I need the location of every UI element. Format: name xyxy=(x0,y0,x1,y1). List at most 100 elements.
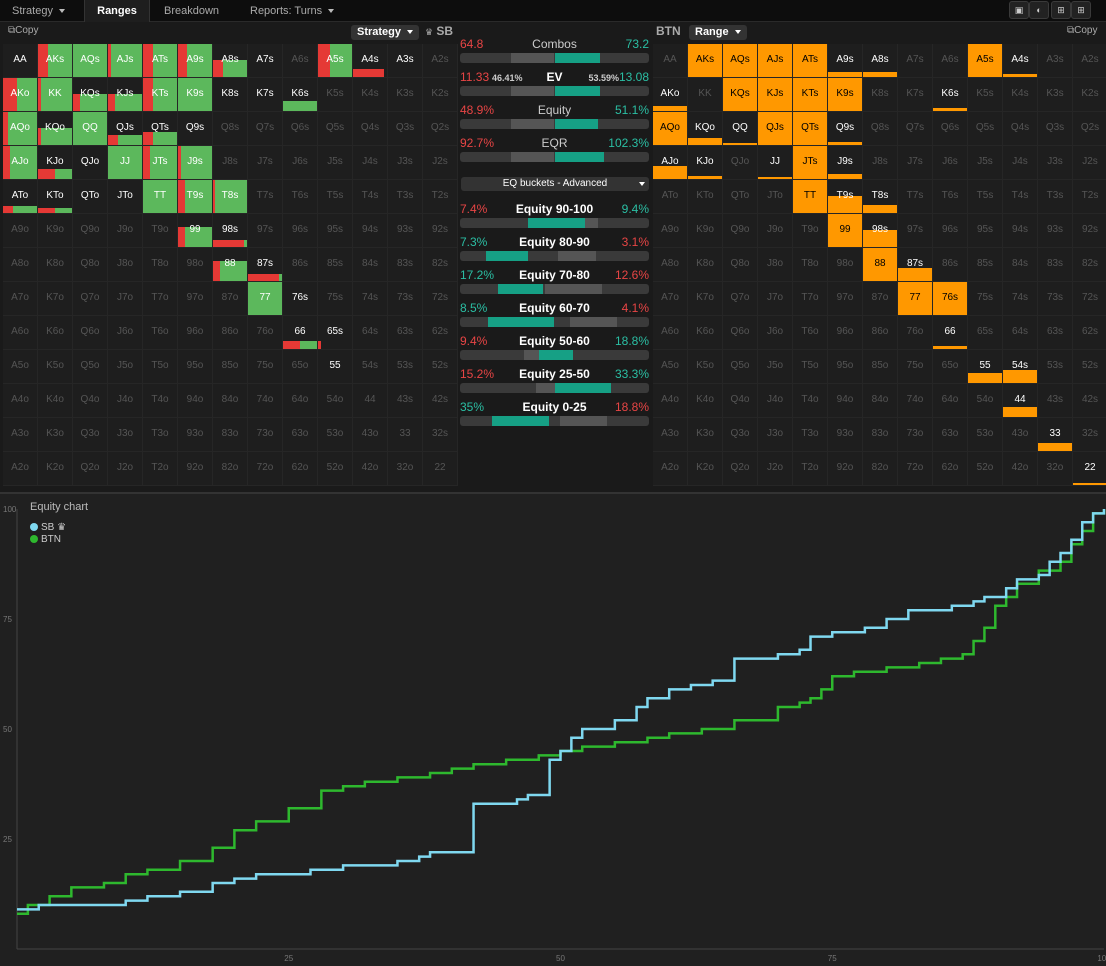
hand-cell[interactable]: 64o xyxy=(283,384,318,418)
hand-cell[interactable]: AQs xyxy=(73,44,108,78)
hand-cell[interactable]: 93o xyxy=(178,418,213,452)
hand-cell[interactable]: K5s xyxy=(968,78,1003,112)
hand-cell[interactable]: T7o xyxy=(143,282,178,316)
hand-cell[interactable]: 55 xyxy=(318,350,353,384)
hand-cell[interactable]: 87o xyxy=(863,282,898,316)
hand-cell[interactable]: 72o xyxy=(248,452,283,486)
hand-cell[interactable]: 53o xyxy=(318,418,353,452)
hand-cell[interactable]: 98o xyxy=(828,248,863,282)
hand-cell[interactable]: J3s xyxy=(1038,146,1073,180)
hand-cell[interactable]: AKs xyxy=(688,44,723,78)
hand-cell[interactable]: K2s xyxy=(423,78,458,112)
hand-cell[interactable]: AKo xyxy=(3,78,38,112)
hand-cell[interactable]: T9o xyxy=(793,214,828,248)
hand-cell[interactable]: J6o xyxy=(758,316,793,350)
tab-strategy[interactable]: Strategy xyxy=(12,0,82,22)
hand-cell[interactable]: 74s xyxy=(353,282,388,316)
hand-cell[interactable]: Q5s xyxy=(968,112,1003,146)
hand-cell[interactable]: Q7o xyxy=(73,282,108,316)
hand-cell[interactable]: 43s xyxy=(1038,384,1073,418)
hand-cell[interactable]: 73s xyxy=(388,282,423,316)
hand-cell[interactable]: 77 xyxy=(898,282,933,316)
hand-cell[interactable]: 87o xyxy=(213,282,248,316)
hand-cell[interactable]: AKs xyxy=(38,44,73,78)
hand-cell[interactable]: Q2s xyxy=(423,112,458,146)
hand-cell[interactable]: 64s xyxy=(353,316,388,350)
hand-cell[interactable]: K8s xyxy=(863,78,898,112)
hand-cell[interactable]: 66 xyxy=(933,316,968,350)
hand-cell[interactable]: 75s xyxy=(968,282,1003,316)
hand-cell[interactable]: J5o xyxy=(108,350,143,384)
hand-cell[interactable]: K3o xyxy=(38,418,73,452)
hand-cell[interactable]: QTo xyxy=(723,180,758,214)
hand-cell[interactable]: K6s xyxy=(283,78,318,112)
hand-cell[interactable]: Q5o xyxy=(723,350,758,384)
hand-cell[interactable]: AJo xyxy=(653,146,688,180)
hand-cell[interactable]: 63s xyxy=(388,316,423,350)
hand-cell[interactable]: KJs xyxy=(758,78,793,112)
hand-cell[interactable]: A7s xyxy=(248,44,283,78)
hand-cell[interactable]: QJo xyxy=(723,146,758,180)
hand-cell[interactable]: 96s xyxy=(933,214,968,248)
hand-cell[interactable]: 54s xyxy=(353,350,388,384)
hand-cell[interactable]: Q5o xyxy=(73,350,108,384)
hand-cell[interactable]: 97o xyxy=(178,282,213,316)
hand-cell[interactable]: 32s xyxy=(1073,418,1106,452)
hand-cell[interactable]: A8o xyxy=(3,248,38,282)
hand-cell[interactable]: KQs xyxy=(73,78,108,112)
hand-cell[interactable]: Q3s xyxy=(1038,112,1073,146)
hand-cell[interactable]: 63o xyxy=(283,418,318,452)
hand-cell[interactable]: Q7s xyxy=(248,112,283,146)
hand-cell[interactable]: K3s xyxy=(388,78,423,112)
hand-cell[interactable]: A8s xyxy=(213,44,248,78)
hand-cell[interactable]: 74s xyxy=(1003,282,1038,316)
hand-cell[interactable]: 99 xyxy=(178,214,213,248)
hand-cell[interactable]: T7s xyxy=(898,180,933,214)
hand-cell[interactable]: K4o xyxy=(688,384,723,418)
hand-cell[interactable]: 83o xyxy=(213,418,248,452)
hand-cell[interactable]: 87s xyxy=(248,248,283,282)
hand-cell[interactable]: T5s xyxy=(318,180,353,214)
hand-cell[interactable]: 97s xyxy=(898,214,933,248)
hand-cell[interactable]: J3s xyxy=(388,146,423,180)
hand-cell[interactable]: 95s xyxy=(318,214,353,248)
hand-cell[interactable]: K9s xyxy=(178,78,213,112)
hand-cell[interactable]: 52s xyxy=(1073,350,1106,384)
hand-cell[interactable]: 32s xyxy=(423,418,458,452)
hand-cell[interactable]: KK xyxy=(38,78,73,112)
hand-cell[interactable]: AQo xyxy=(3,112,38,146)
hand-cell[interactable]: 72s xyxy=(423,282,458,316)
hand-cell[interactable]: T5o xyxy=(793,350,828,384)
hand-cell[interactable]: K3o xyxy=(688,418,723,452)
hand-cell[interactable]: QJo xyxy=(73,146,108,180)
hand-cell[interactable]: JJ xyxy=(108,146,143,180)
tab-reports-turns[interactable]: Reports: Turns xyxy=(250,0,346,22)
hand-cell[interactable]: K7o xyxy=(688,282,723,316)
hand-cell[interactable]: AQs xyxy=(723,44,758,78)
hand-cell[interactable]: T7s xyxy=(248,180,283,214)
hand-cell[interactable]: 75s xyxy=(318,282,353,316)
hand-cell[interactable]: 76s xyxy=(933,282,968,316)
hand-cell[interactable]: 73o xyxy=(248,418,283,452)
hand-cell[interactable]: T6s xyxy=(283,180,318,214)
hand-cell[interactable]: AJs xyxy=(108,44,143,78)
hand-cell[interactable]: 82o xyxy=(213,452,248,486)
hand-cell[interactable]: Q6s xyxy=(933,112,968,146)
hand-cell[interactable]: 62o xyxy=(933,452,968,486)
hand-cell[interactable]: 53s xyxy=(1038,350,1073,384)
hand-cell[interactable]: 62s xyxy=(423,316,458,350)
hand-cell[interactable]: 85o xyxy=(863,350,898,384)
hand-cell[interactable]: QQ xyxy=(73,112,108,146)
hand-cell[interactable]: A6s xyxy=(283,44,318,78)
hand-cell[interactable]: J5s xyxy=(318,146,353,180)
hand-cell[interactable]: J6s xyxy=(933,146,968,180)
left-copy-button[interactable]: ⧉Copy xyxy=(8,25,39,36)
hand-cell[interactable]: J6o xyxy=(108,316,143,350)
grid-icon[interactable]: ⊞ xyxy=(1071,1,1091,19)
hand-cell[interactable]: A4o xyxy=(3,384,38,418)
hand-cell[interactable]: 44 xyxy=(1003,384,1038,418)
hand-cell[interactable]: A4s xyxy=(1003,44,1038,78)
hand-cell[interactable]: J2o xyxy=(758,452,793,486)
hand-cell[interactable]: A5s xyxy=(318,44,353,78)
hand-cell[interactable]: K4s xyxy=(353,78,388,112)
